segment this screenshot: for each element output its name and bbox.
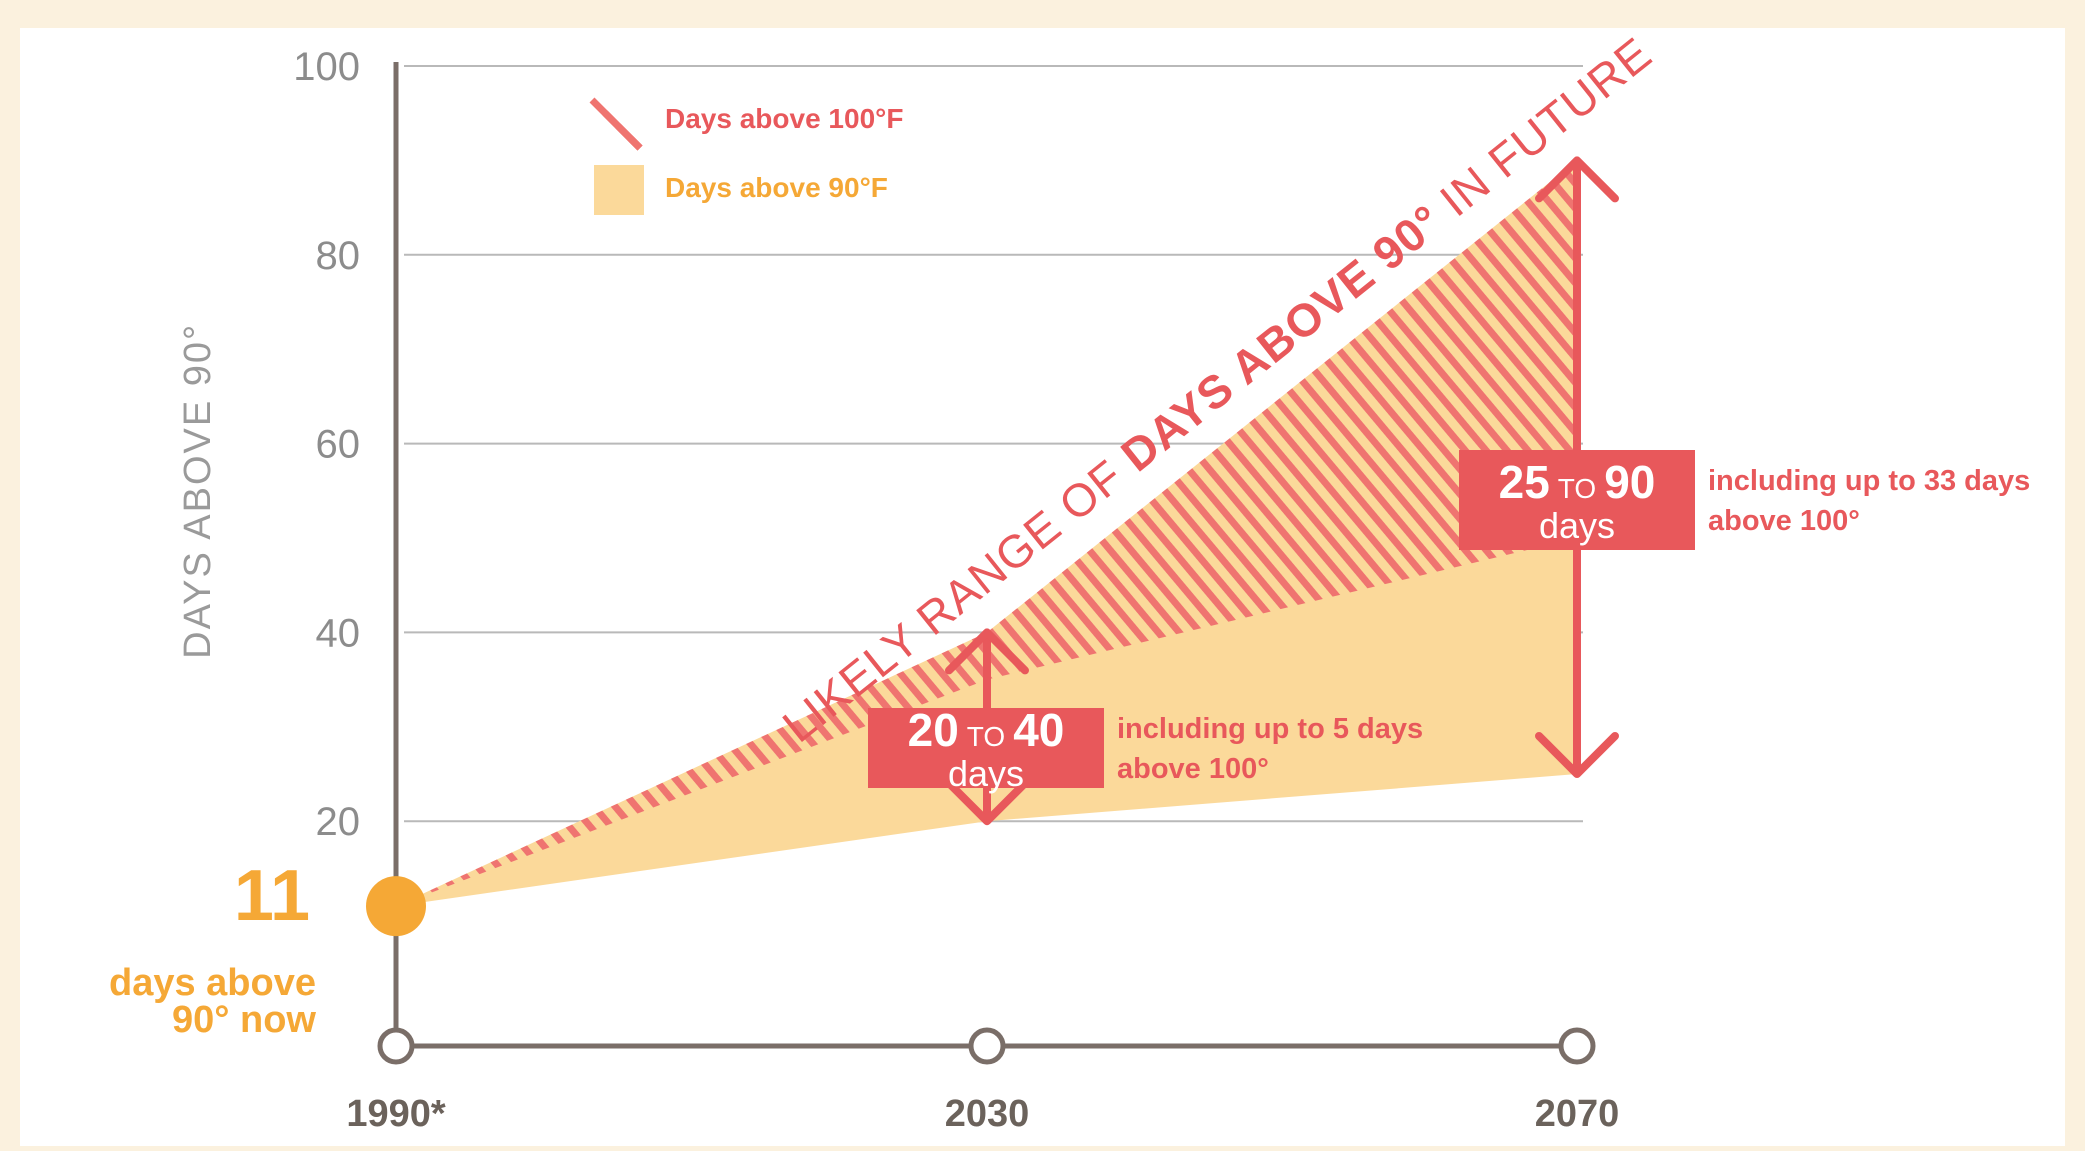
arrow-head-down [1535,732,1619,778]
arrow-head-up [945,628,1029,675]
arrow-head-down [945,779,1029,826]
legend-hatch-stroke [628,136,643,151]
range-note-line2: above 100° [1708,505,1860,537]
range-box-numbers: 25 TO 90 [1499,456,1656,508]
y-axis-label: DAYS ABOVE 90° [177,323,219,659]
current-value-number: 11 [234,856,310,936]
legend-fill-label: Days above 90°F [665,172,888,203]
range-low-value: 20 [908,704,959,756]
arrow-head-up [1535,156,1619,203]
y-tick-label: 20 [316,800,361,844]
area-days-above-100 [396,160,1577,907]
range-note-line1: including up to 5 days [1117,713,1423,745]
range-to-word: TO [1558,473,1596,504]
current-value-dot [366,876,426,937]
legend-hatch-swatch [589,97,643,151]
range-box-bg [868,708,1104,788]
chart-panel: 20 40 60 80 100 LIKELY RANGE OF DAYS ABOVE 9… [20,27,2065,1146]
range-unit: days [1539,505,1615,546]
legend-hatch-label: Days above 100°F [665,103,903,134]
range-to-word: TO [967,721,1005,752]
x-tick-label: 1990* [346,1093,446,1135]
x-tick-label: 2030 [945,1093,1030,1135]
legend: Days above 100°F Days above 90°F [589,97,903,215]
legend-fill-swatch [594,165,644,215]
y-tick-label: 80 [316,234,361,278]
y-tick-label: 60 [316,423,361,467]
range-high-value: 40 [1013,704,1064,756]
range-note-line1: including up to 33 days [1708,465,2030,497]
y-tick-label: 40 [316,611,361,655]
range-note-line2: above 100° [1117,753,1269,785]
x-axis-marker [377,1027,415,1065]
x-tick-label: 2070 [1535,1093,1620,1135]
range-low-value: 25 [1499,456,1550,508]
y-tick-label: 100 [293,45,360,89]
range-high-value: 90 [1604,456,1655,508]
current-value-line2: 90° now [172,999,316,1041]
current-value-line1: days above [109,962,316,1004]
range-unit: days [948,753,1024,794]
x-axis-marker [1558,1027,1596,1065]
area-days-above-90 [396,160,1577,907]
data-areas [396,160,1577,907]
range-box-bg [1459,450,1695,550]
range-box-numbers: 20 TO 40 [908,704,1065,756]
x-axis-marker [968,1027,1006,1065]
